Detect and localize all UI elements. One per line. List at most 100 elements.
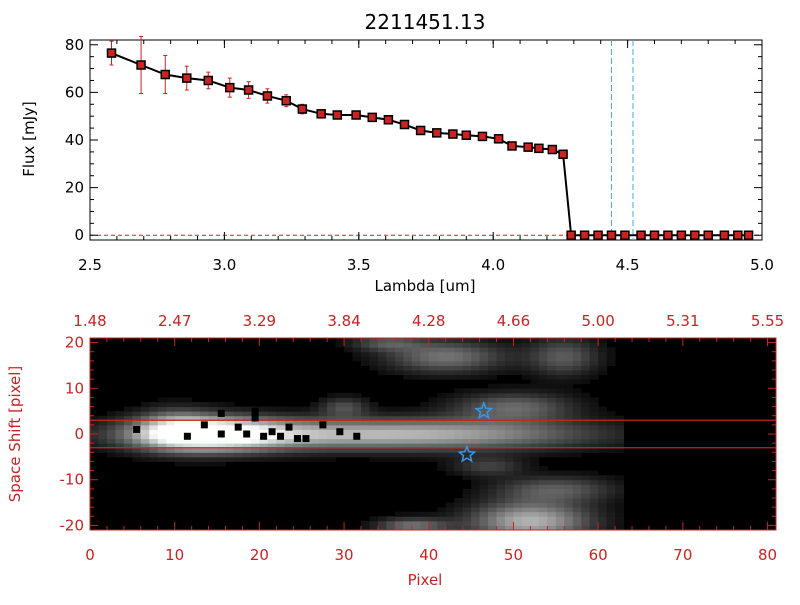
image-cell	[488, 347, 498, 353]
image-cell	[471, 351, 481, 357]
image-cell	[521, 479, 531, 485]
image-cell	[403, 516, 413, 522]
image-cell	[242, 443, 252, 449]
image-cell	[386, 525, 396, 531]
image-cell	[411, 356, 421, 362]
image-cell	[344, 447, 354, 453]
image-cell	[420, 424, 430, 430]
image-cell	[420, 443, 430, 449]
image-cell	[377, 525, 387, 531]
image-cell	[403, 347, 413, 353]
image-cell	[572, 392, 582, 398]
image-cell	[530, 502, 540, 508]
image-cell	[555, 502, 565, 508]
image-cell	[454, 456, 464, 462]
image-cell	[598, 342, 608, 348]
image-cell	[420, 420, 430, 426]
image-cell	[217, 420, 227, 426]
image-cell	[564, 493, 574, 499]
image-cell	[589, 429, 599, 435]
image-cell	[504, 461, 514, 467]
x-tick-label-bottom: 10	[165, 546, 184, 564]
image-cell	[479, 429, 489, 435]
image-cell	[217, 415, 227, 421]
image-cell	[521, 516, 531, 522]
image-cell	[132, 447, 142, 453]
x-tick-label-upper: 3.84	[327, 312, 360, 330]
image-cell	[471, 392, 481, 398]
image-cell	[589, 356, 599, 362]
image-cell	[267, 456, 277, 462]
image-cell	[530, 507, 540, 513]
image-cell	[454, 516, 464, 522]
image-cell	[166, 438, 176, 444]
image-cell	[521, 397, 531, 403]
image-cell	[445, 365, 455, 371]
image-cell	[462, 525, 472, 531]
image-cell	[420, 338, 430, 344]
image-cell	[386, 438, 396, 444]
image-cell	[572, 365, 582, 371]
image-cell	[344, 338, 354, 344]
image-cell	[462, 351, 472, 357]
image-cell	[538, 434, 548, 440]
image-cell	[233, 456, 243, 462]
image-cell	[479, 493, 489, 499]
flux-point	[203, 75, 214, 86]
image-cell	[581, 438, 591, 444]
image-cell	[479, 347, 489, 353]
image-cell	[521, 447, 531, 453]
image-cell	[267, 438, 277, 444]
image-cell	[403, 420, 413, 426]
image-cell	[437, 511, 447, 517]
image-cell	[166, 434, 176, 440]
image-cell	[462, 507, 472, 513]
image-cell	[106, 447, 116, 453]
image-cell	[479, 525, 489, 531]
star-marker	[474, 401, 494, 420]
image-cell	[513, 452, 523, 458]
image-cell	[479, 374, 489, 380]
image-cell	[471, 411, 481, 417]
image-cell	[437, 406, 447, 412]
image-cell	[411, 406, 421, 412]
image-cell	[462, 470, 472, 476]
image-cell	[361, 351, 370, 357]
image-cell	[242, 438, 252, 444]
image-cell	[361, 429, 370, 435]
image-cell	[420, 429, 430, 435]
image-cell	[191, 415, 201, 421]
image-cell	[386, 347, 396, 353]
image-cell	[555, 356, 565, 362]
image-cell	[174, 447, 184, 453]
image-cell	[564, 338, 574, 344]
image-cell	[496, 475, 506, 481]
image-cell	[513, 406, 523, 412]
image-cell	[606, 351, 616, 357]
image-cell	[250, 443, 260, 449]
image-cell	[547, 356, 557, 362]
image-cell	[606, 415, 616, 421]
image-cell	[132, 406, 142, 412]
image-cell	[479, 365, 489, 371]
image-cell	[479, 356, 489, 362]
image-cell	[140, 452, 150, 458]
image-cell	[581, 511, 591, 517]
image-cell	[496, 452, 506, 458]
image-cell	[504, 365, 514, 371]
image-cell	[615, 484, 625, 490]
image-cell	[581, 338, 591, 344]
image-cell	[428, 347, 438, 353]
image-cell	[479, 388, 489, 394]
image-cell	[437, 397, 447, 403]
image-cell	[344, 429, 354, 435]
image-cell	[344, 424, 354, 430]
image-cell	[572, 411, 582, 417]
image-cell	[445, 511, 455, 517]
image-cell	[115, 420, 125, 426]
image-cell	[157, 434, 167, 440]
image-cell	[327, 456, 337, 462]
image-cell	[98, 424, 108, 430]
image-cell	[521, 461, 531, 467]
image-cell	[471, 429, 481, 435]
